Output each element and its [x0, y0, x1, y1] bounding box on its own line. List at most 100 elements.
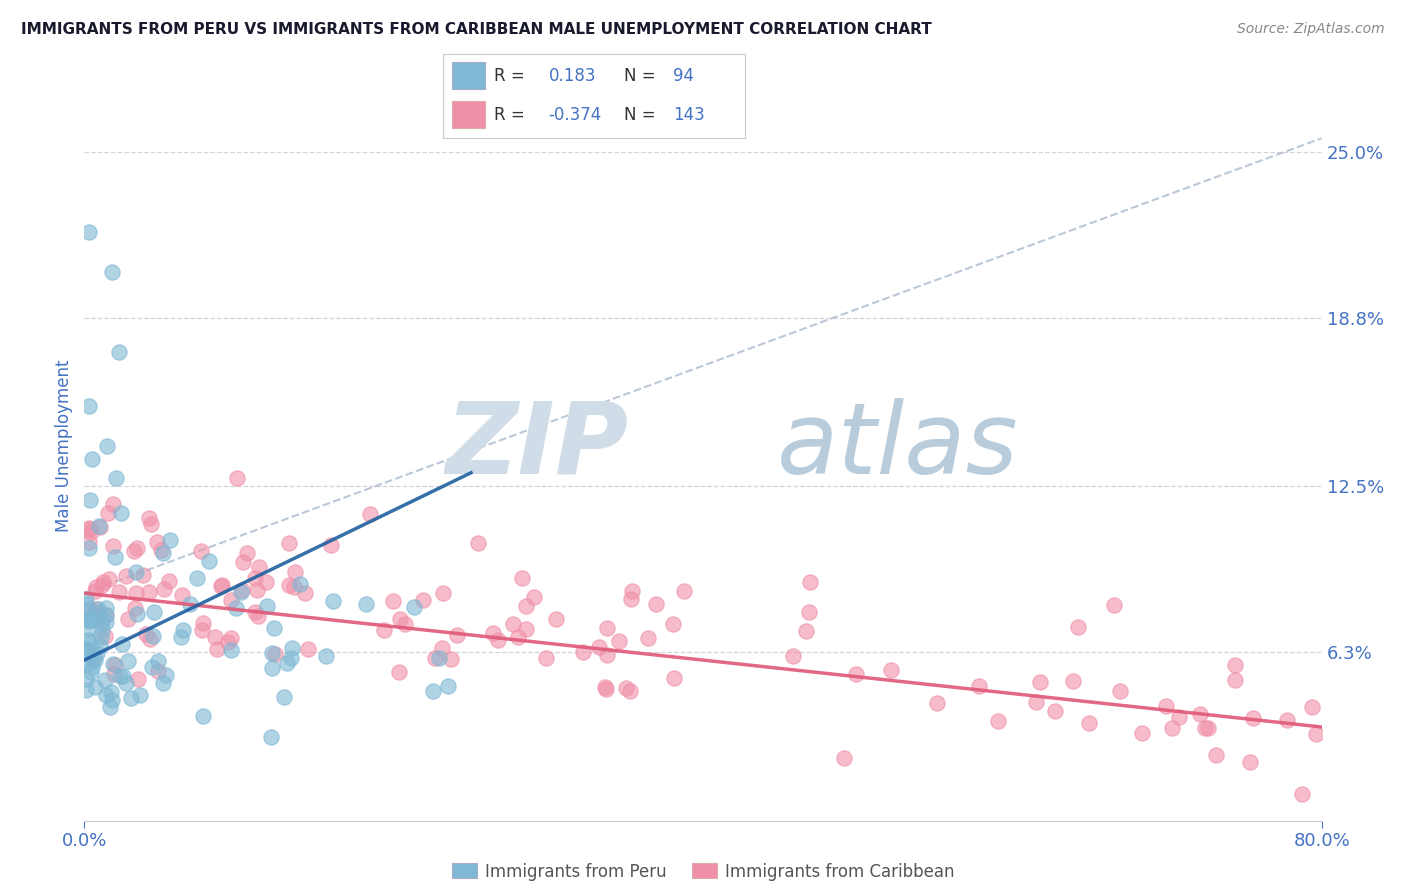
Point	[77, 541, 100, 555]
Point	[89, 519, 111, 533]
Text: -0.374: -0.374	[548, 105, 602, 123]
Point	[159, 533, 181, 547]
Point	[125, 565, 148, 579]
Point	[141, 659, 163, 673]
Point	[97, 572, 120, 586]
Y-axis label: Male Unemployment: Male Unemployment	[55, 359, 73, 533]
Point	[596, 648, 619, 662]
Point	[117, 612, 139, 626]
Point	[637, 631, 659, 645]
Point	[446, 627, 468, 641]
Point	[221, 642, 243, 657]
Point	[832, 750, 855, 764]
Point	[273, 690, 295, 704]
Point	[1197, 722, 1219, 736]
Point	[205, 642, 228, 657]
Point	[186, 571, 208, 585]
Point	[117, 654, 139, 668]
Point	[440, 652, 463, 666]
Point	[138, 632, 160, 647]
Point	[101, 539, 124, 553]
Point	[572, 645, 595, 659]
Point	[1130, 725, 1153, 739]
Point	[104, 658, 127, 673]
Point	[125, 541, 148, 555]
Point	[101, 657, 124, 671]
Point	[79, 522, 101, 536]
Point	[280, 650, 302, 665]
Point	[170, 630, 193, 644]
Point	[191, 624, 214, 638]
Point	[486, 633, 509, 648]
Point	[77, 611, 100, 625]
Point	[1161, 721, 1184, 735]
Point	[243, 571, 266, 585]
Text: 94: 94	[672, 67, 693, 85]
Point	[662, 617, 685, 632]
Point	[114, 676, 136, 690]
Point	[152, 582, 174, 597]
Point	[645, 598, 668, 612]
Point	[122, 544, 145, 558]
Point	[198, 554, 221, 568]
Point	[1277, 713, 1299, 727]
Point	[108, 668, 131, 682]
Point	[263, 648, 285, 662]
Point	[794, 624, 817, 639]
Legend: Immigrants from Peru, Immigrants from Caribbean: Immigrants from Peru, Immigrants from Ca…	[444, 856, 962, 888]
Point	[96, 688, 118, 702]
Point	[1188, 707, 1211, 722]
Point	[83, 650, 105, 665]
Point	[84, 602, 107, 616]
Point	[1223, 657, 1246, 672]
Point	[77, 535, 100, 549]
Point	[75, 657, 97, 671]
Point	[354, 597, 377, 611]
Point	[263, 621, 285, 635]
Point	[620, 591, 643, 606]
Text: Source: ZipAtlas.com: Source: ZipAtlas.com	[1237, 22, 1385, 37]
Point	[94, 607, 117, 622]
Point	[94, 608, 117, 623]
Point	[1305, 727, 1327, 741]
Point	[432, 640, 454, 655]
Point	[77, 399, 100, 413]
Text: IMMIGRANTS FROM PERU VS IMMIGRANTS FROM CARIBBEAN MALE UNEMPLOYMENT CORRELATION : IMMIGRANTS FROM PERU VS IMMIGRANTS FROM …	[21, 22, 932, 37]
Point	[672, 584, 695, 599]
Point	[1194, 721, 1216, 735]
Point	[125, 586, 148, 600]
Point	[1241, 711, 1264, 725]
Point	[139, 516, 162, 531]
Point	[75, 597, 97, 611]
Point	[75, 642, 97, 657]
Point	[1025, 695, 1047, 709]
Point	[243, 606, 266, 620]
Point	[82, 652, 104, 666]
Point	[404, 599, 426, 614]
Point	[662, 671, 685, 685]
Point	[209, 579, 232, 593]
Point	[87, 602, 110, 616]
Point	[502, 617, 524, 632]
Point	[534, 650, 557, 665]
Point	[138, 511, 160, 525]
Point	[1205, 747, 1227, 762]
Point	[172, 623, 194, 637]
FancyBboxPatch shape	[451, 62, 485, 89]
Point	[359, 507, 381, 521]
Point	[389, 612, 412, 626]
Point	[108, 345, 131, 359]
Text: N =: N =	[624, 67, 661, 85]
Point	[82, 611, 104, 625]
Point	[422, 683, 444, 698]
Point	[77, 602, 100, 616]
Point	[1102, 598, 1125, 612]
Point	[84, 653, 107, 667]
Point	[77, 225, 100, 239]
Point	[76, 610, 98, 624]
Point	[129, 688, 152, 702]
Point	[142, 629, 165, 643]
Point	[75, 672, 97, 686]
Point	[135, 627, 157, 641]
Point	[86, 580, 108, 594]
